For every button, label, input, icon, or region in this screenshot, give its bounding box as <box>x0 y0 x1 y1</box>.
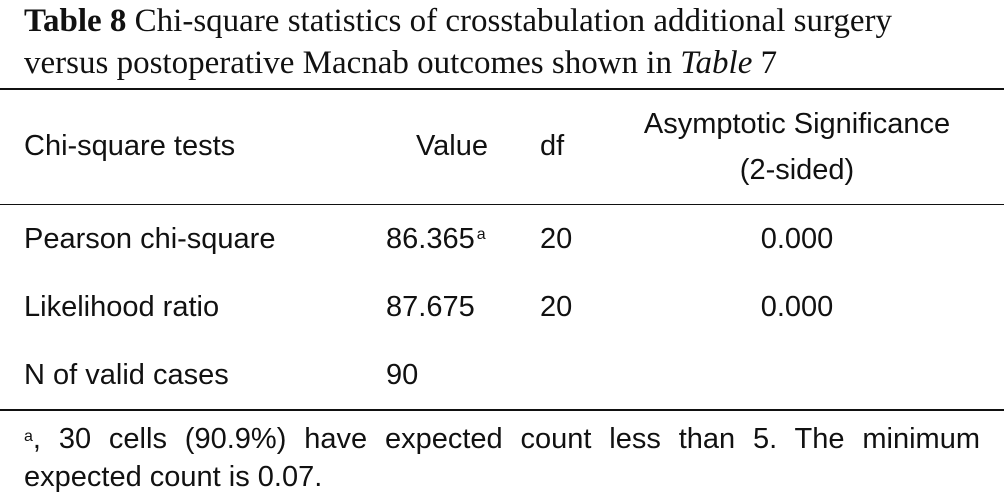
row-pearson-value: 86.365 a <box>386 221 486 257</box>
header-chi-square-tests: Chi-square tests <box>24 130 236 162</box>
header-asymptotic-significance: Asymptotic Significance <box>643 108 951 140</box>
caption-table-ref: Table <box>680 45 753 81</box>
row-pearson-test: Pearson chi-square <box>24 223 276 255</box>
table-label: Table 8 <box>24 3 127 39</box>
row-pearson-significance: 0.000 <box>760 223 834 255</box>
row-likelihood-df: 20 <box>540 291 573 323</box>
header-two-sided: (2-sided) <box>739 154 855 186</box>
row-pearson-df: 20 <box>540 223 573 255</box>
table-caption: Table 8 Chi-square statistics of crossta… <box>24 0 984 84</box>
header-value-label: Value <box>415 130 488 162</box>
footnote-text: , 30 cells (90.9%) have expected count l… <box>24 423 980 493</box>
caption-text: Chi-square statistics of crosstabulation… <box>24 3 892 81</box>
row-likelihood-value: 87.675 <box>386 291 475 323</box>
row-likelihood-significance: 0.000 <box>760 291 834 323</box>
footnote-marker-label: a <box>24 428 33 445</box>
caption-table-number: 7 <box>760 45 778 81</box>
row-valid-cases-test: N of valid cases <box>24 359 229 391</box>
row-valid-cases-value: 90 <box>386 359 419 391</box>
footnote-marker: a <box>476 226 486 243</box>
row-pearson-value-number: 86.365 <box>386 223 475 255</box>
header-value: Value <box>386 128 488 164</box>
table-footnote: a, 30 cells (90.9%) have expected count … <box>24 420 980 496</box>
bottom-rule <box>0 409 1004 411</box>
top-rule <box>0 88 1004 90</box>
header-rule <box>0 204 1004 205</box>
row-likelihood-test: Likelihood ratio <box>24 291 220 323</box>
header-df: df <box>540 130 565 162</box>
